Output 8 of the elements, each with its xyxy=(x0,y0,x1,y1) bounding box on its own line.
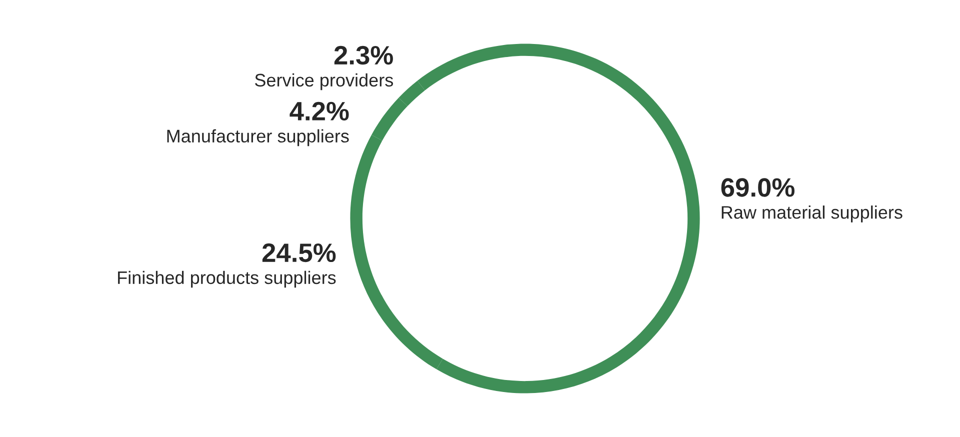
data-label: 2.3% xyxy=(334,46,393,65)
slice-label: Manufacturer suppliers xyxy=(167,129,349,146)
data-label: 4.2% xyxy=(290,102,349,120)
data-label: 24.5% xyxy=(262,243,336,262)
slice-label: Service providers xyxy=(254,73,393,90)
slice-label: Raw material suppliers xyxy=(722,206,902,222)
slice-label: Finished products suppliers xyxy=(118,270,336,288)
data-label: 69.0% xyxy=(721,178,794,197)
